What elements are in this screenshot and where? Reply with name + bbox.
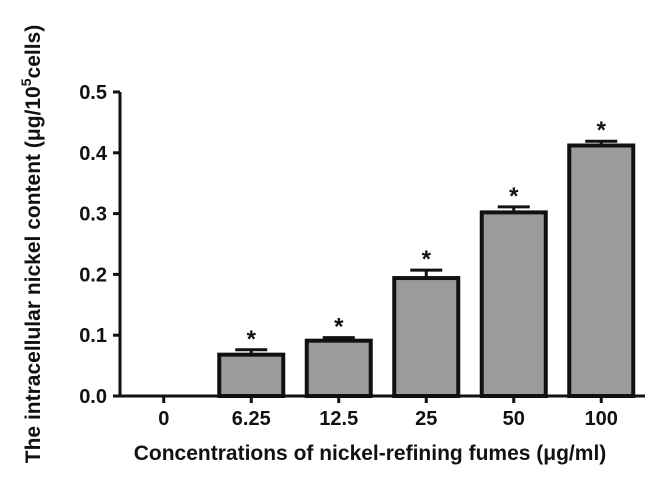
y-axis-title-suffix: cells): [22, 25, 45, 79]
y-axis-title-superscript: 5: [18, 78, 34, 86]
y-tick-label: 0.2: [79, 264, 107, 286]
significance-marker: *: [422, 246, 432, 273]
x-tick-label: 100: [585, 408, 618, 430]
chart-axes: [118, 92, 645, 398]
x-tick-label: 50: [503, 408, 525, 430]
x-tick-label: 12.5: [319, 408, 358, 430]
significance-marker: *: [247, 326, 257, 353]
chart-ticks: 0.0 0.1 0.2 0.3 0.4 0.5 0 6.25 12.5 25 50 100: [79, 82, 618, 430]
y-tick-label: 0.3: [79, 204, 107, 226]
y-tick-label: 0.5: [79, 82, 107, 104]
bar: [304, 338, 373, 398]
bar: [567, 143, 636, 398]
x-axis-title: Concentrations of nickel-refining fumes …: [134, 442, 607, 465]
significance-marker: *: [334, 314, 344, 341]
y-axis-title-prefix: The intracellular nickel content (μg/10: [22, 86, 45, 463]
y-tick-label: 0.4: [79, 143, 108, 165]
significance-marker: *: [509, 183, 519, 210]
y-axis-title: The intracellular nickel content (μg/105…: [18, 25, 45, 463]
x-tick-label: 6.25: [232, 408, 271, 430]
bar: [217, 352, 286, 399]
significance-marker: *: [597, 117, 607, 144]
chart-marks: * * * * *: [217, 117, 636, 399]
y-tick-label: 0.1: [79, 325, 107, 347]
bar: [392, 276, 461, 399]
bar: [479, 210, 548, 398]
x-tick-label: 0: [158, 408, 169, 430]
y-tick-label: 0.0: [79, 386, 107, 408]
x-tick-label: 25: [415, 408, 437, 430]
